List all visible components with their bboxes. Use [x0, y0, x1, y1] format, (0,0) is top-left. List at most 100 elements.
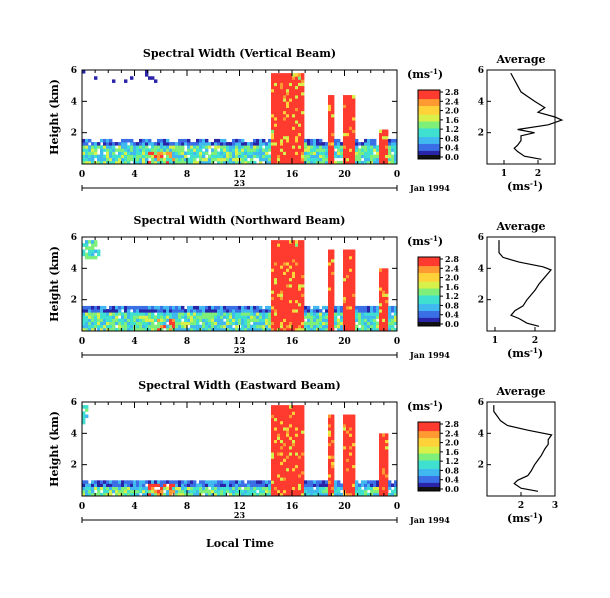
x-tick-label: 12: [233, 170, 246, 180]
colorbar-swatch: [418, 440, 440, 444]
x-tick-label: 20: [338, 337, 351, 347]
colorbar-swatch: [418, 422, 440, 425]
y-tick-label: 4: [71, 429, 77, 439]
colorbar-swatch: [418, 432, 440, 435]
colorbar-swatch: [418, 485, 440, 489]
colorbar-swatch: [418, 265, 440, 268]
average-x-tick-label: 2: [532, 336, 538, 346]
colorbar-swatch: [418, 127, 440, 131]
colorbar-swatch: [418, 96, 440, 100]
colorbar-swatch: [418, 459, 440, 463]
colorbar-swatch: [418, 136, 440, 139]
average-y-tick-label: 2: [478, 129, 484, 139]
colorbar-tick-label: 1.2: [445, 124, 459, 134]
colorbar-swatch: [418, 435, 440, 439]
colorbar-swatch: [418, 293, 440, 296]
colorbar-swatch: [418, 427, 440, 430]
colorbar-swatch: [418, 145, 440, 148]
colorbar-swatch: [418, 272, 440, 275]
average-profile-line: [493, 405, 553, 492]
colorbar-swatch: [418, 279, 440, 282]
colorbar-swatch: [418, 425, 440, 428]
y-tick-label: 2: [71, 296, 77, 306]
colorbar-swatch: [418, 100, 440, 103]
colorbar-swatch: [418, 114, 440, 117]
colorbar-swatch: [418, 155, 440, 159]
colorbar-swatch: [418, 315, 440, 318]
x-tick-label: 8: [184, 170, 190, 180]
day-label: 23: [234, 178, 246, 188]
colorbar-swatch: [418, 322, 440, 326]
colorbar-frame: [417, 89, 441, 160]
y-tick-label: 4: [71, 264, 77, 274]
colorbar-unit: (ms-1): [407, 234, 443, 248]
colorbar-swatch: [418, 312, 440, 315]
panel-title: Spectral Width (Eastward Beam): [138, 379, 340, 392]
colorbar-swatch: [418, 303, 440, 306]
average-title: Average: [495, 220, 545, 233]
northward-beam-panel: Spectral Width (Northward Beam) 2 4 6 Height…: [48, 214, 556, 360]
colorbar-tick-label: 0.8: [445, 300, 459, 310]
colorbar-swatch: [418, 289, 440, 292]
colorbar-swatch: [418, 439, 440, 442]
panel-title: Spectral Width (Northward Beam): [134, 214, 346, 227]
colorbar-swatch: [418, 466, 440, 470]
colorbar-swatch: [418, 91, 440, 94]
x-tick-label: 0: [394, 170, 400, 180]
average-x-tick-label: 3: [552, 501, 558, 511]
colorbar-swatch: [418, 263, 440, 267]
average-title: Average: [495, 385, 545, 398]
colorbar-swatch: [418, 262, 440, 265]
colorbar-swatch: [418, 473, 440, 476]
average-x-label: (ms-1): [507, 179, 543, 193]
colorbar-tick-label: 0.8: [445, 465, 459, 475]
average-x-tick-label: 2: [535, 169, 541, 179]
colorbar-swatch: [418, 468, 440, 471]
x-tick-label: 0: [79, 170, 85, 180]
date-label: Jan 1994: [409, 183, 450, 193]
colorbar-swatch: [418, 451, 440, 454]
colorbar-swatch: [418, 288, 440, 291]
x-tick-label: 0: [79, 337, 85, 347]
colorbar-swatch: [418, 102, 440, 105]
colorbar-unit: (ms-1): [407, 67, 443, 81]
colorbar-swatch: [418, 444, 440, 447]
colorbar-swatch: [418, 317, 440, 320]
colorbar-swatch: [418, 140, 440, 143]
colorbar-swatch: [418, 90, 440, 93]
colorbar-swatch: [418, 112, 440, 115]
heatmap-cells: [82, 70, 398, 165]
colorbar-swatch: [418, 446, 440, 449]
colorbar-swatch: [418, 458, 440, 461]
colorbar-tick-label: 2.0: [445, 438, 459, 448]
colorbar-swatch: [418, 93, 440, 96]
colorbar-swatch: [418, 482, 440, 485]
colorbar-tick-label: 1.6: [445, 447, 459, 457]
average-y-tick-label: 4: [478, 97, 484, 107]
colorbar-swatch: [418, 270, 440, 274]
colorbar-swatch: [418, 129, 440, 132]
vertical-beam-panel: Spectral Width (Vertical Beam) 2 4 6 Height …: [48, 47, 564, 193]
x-tick-label: 16: [286, 337, 299, 347]
colorbar-swatch: [418, 442, 440, 445]
x-tick-label: 12: [233, 337, 246, 347]
colorbar-tick-label: 2.4: [445, 96, 459, 106]
y-tick-label: 4: [71, 97, 77, 107]
colorbar-swatch: [418, 131, 440, 134]
average-y-tick-label: 2: [478, 296, 484, 306]
colorbar-tick-label: 1.6: [445, 282, 459, 292]
average-profile-line: [510, 72, 564, 160]
colorbar-tick-label: 0.0: [445, 152, 459, 162]
colorbar-swatch: [418, 153, 440, 157]
colorbar-swatch: [418, 98, 440, 101]
day-label: 23: [234, 510, 246, 520]
colorbar-swatch: [418, 275, 440, 279]
colorbar-swatch: [418, 437, 440, 440]
y-tick-label: 2: [71, 129, 77, 139]
colorbar-unit: (ms-1): [407, 399, 443, 413]
colorbar-swatch: [418, 138, 440, 141]
date-label: Jan 1994: [409, 350, 450, 360]
colorbar-swatch: [418, 428, 440, 432]
colorbar-swatch: [418, 487, 440, 491]
